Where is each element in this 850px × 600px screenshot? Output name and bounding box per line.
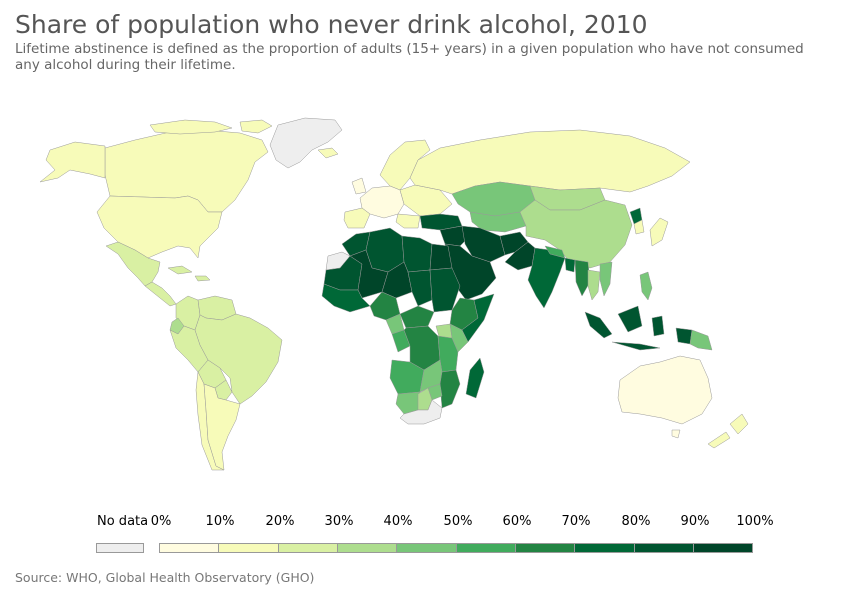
chart-title: Share of population who never drink alco… xyxy=(15,10,648,39)
map-region-korea xyxy=(633,219,645,235)
map-region-alaska xyxy=(39,141,106,183)
legend-no-data-label: No data xyxy=(97,514,149,529)
chart-subtitle: Lifetime abstinence is defined as the pr… xyxy=(15,41,850,73)
legend-bin-swatch xyxy=(396,543,457,553)
map-region-madagascar xyxy=(465,357,485,399)
legend-bin-swatch xyxy=(574,543,635,553)
map-region-new-zealand xyxy=(729,413,749,435)
map-region-caribbean xyxy=(194,275,211,282)
source-note: Source: WHO, Global Health Observatory (… xyxy=(15,570,315,585)
legend-tick-label: 80% xyxy=(621,514,651,529)
legend-tick-label: 60% xyxy=(502,514,532,529)
legend-bin-swatch xyxy=(278,543,338,553)
legend-bin-swatch xyxy=(693,543,753,553)
map-region-canada xyxy=(239,119,273,134)
map-region-indonesia xyxy=(611,341,661,351)
map-region-indonesia xyxy=(617,305,643,333)
legend-tick-label: 40% xyxy=(383,514,413,529)
legend-tick-label: 10% xyxy=(205,514,235,529)
map-region-iberia xyxy=(343,207,371,229)
legend-tick-label: 20% xyxy=(265,514,295,529)
legend-bin-swatch xyxy=(337,543,397,553)
map-region-australia xyxy=(671,429,681,439)
map-region-central-asia xyxy=(469,211,527,233)
map-region-central-african-republic xyxy=(399,305,435,329)
map-region-new-zealand xyxy=(707,431,731,449)
map-region-south-africa xyxy=(399,399,443,425)
legend-bin-swatch xyxy=(218,543,279,553)
map-region-mozambique xyxy=(439,369,461,409)
map-region-greenland xyxy=(269,117,343,169)
legend-bin-swatch xyxy=(515,543,575,553)
legend-no-data-swatch xyxy=(96,543,144,553)
subtitle-line-2: any alcohol during their lifetime. xyxy=(15,57,236,73)
legend-bin-swatch xyxy=(159,543,219,553)
map-region-central-america xyxy=(144,281,177,307)
legend-tick-label: 100% xyxy=(736,514,774,529)
map-region-kenya xyxy=(449,323,469,353)
map-region-caribbean xyxy=(167,265,193,275)
map-region-india xyxy=(527,247,566,309)
legend-tick-label: 50% xyxy=(443,514,473,529)
legend-tick-label: 70% xyxy=(561,514,591,529)
map-region-australia xyxy=(617,355,713,425)
map-region-russia xyxy=(409,129,691,195)
legend-bin-swatch xyxy=(456,543,516,553)
map-region-iran xyxy=(461,225,506,263)
map-region-libya xyxy=(401,235,433,273)
map-region-eastern-europe xyxy=(395,213,421,229)
legend-bin-swatch xyxy=(634,543,694,553)
world-map xyxy=(39,117,749,471)
map-region-china xyxy=(519,199,633,269)
legend-tick-label: 0% xyxy=(150,514,172,529)
map-region-western-europe xyxy=(351,177,367,195)
subtitle-line-1: Lifetime abstinence is defined as the pr… xyxy=(15,41,804,57)
map-region-indonesia xyxy=(651,315,665,337)
map-region-chad xyxy=(407,269,433,307)
map-region-indonesia xyxy=(584,311,613,339)
map-region-papua-new-guinea xyxy=(689,329,713,351)
map-region-japan xyxy=(649,217,669,247)
map-region-brazil xyxy=(194,313,283,405)
map-region-canada xyxy=(149,119,233,135)
map-region-vietnam xyxy=(599,261,613,297)
map-region-myanmar xyxy=(574,259,591,297)
map-region-argentina xyxy=(203,383,241,471)
legend-tick-label: 90% xyxy=(680,514,710,529)
map-region-iceland xyxy=(317,147,339,159)
map-region-bangladesh xyxy=(564,257,576,273)
legend-tick-label: 30% xyxy=(324,514,354,529)
map-region-indonesia xyxy=(675,327,693,345)
map-region-philippines xyxy=(639,271,653,301)
map-region-thailand xyxy=(587,269,601,301)
